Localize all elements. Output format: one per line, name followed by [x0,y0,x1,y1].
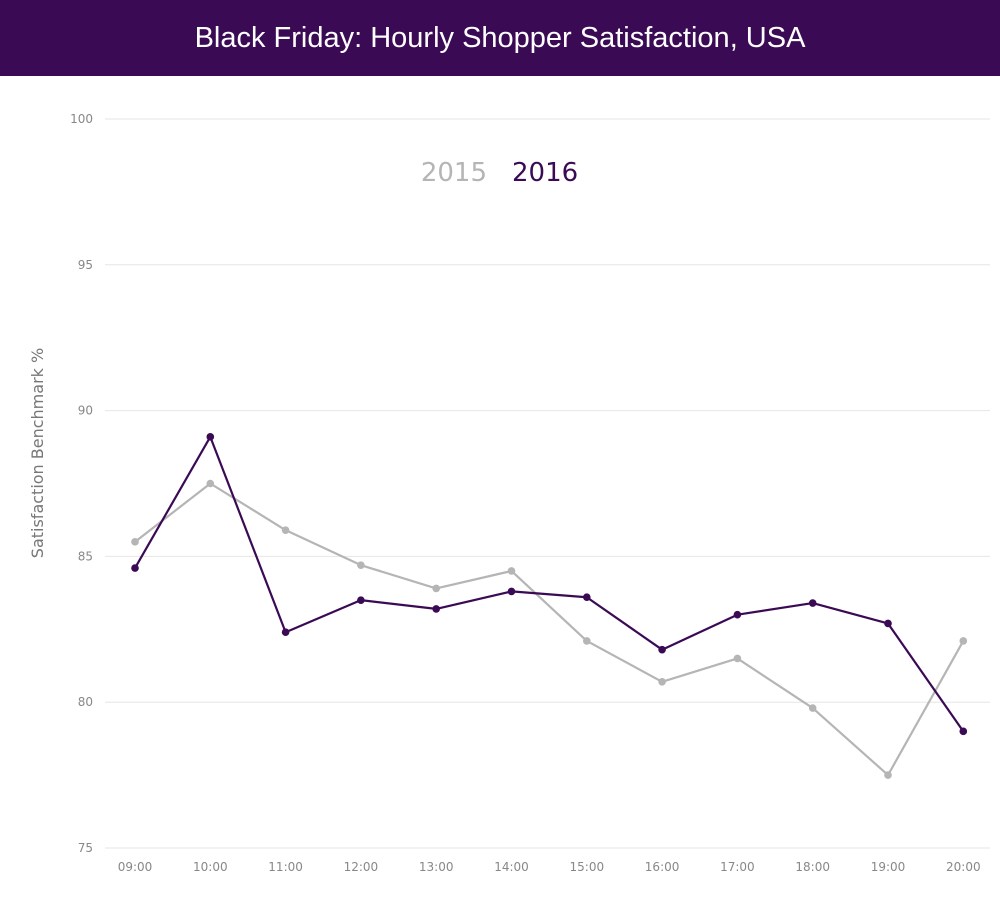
y-axis-ticks: 75 80 85 90 95 100 [70,112,93,855]
data-point-2016[interactable] [884,619,892,628]
data-point-2015[interactable] [281,526,290,534]
y-tick-label: 85 [78,549,93,563]
x-tick-label: 12:00 [344,860,379,874]
y-tick-label: 100 [70,112,93,126]
x-tick-label: 17:00 [720,860,755,874]
chart-area: 75 80 85 90 95 100 09:00 10:00 11:00 12:00 13:00 1… [0,76,1000,900]
data-point-2015[interactable] [507,567,516,575]
data-point-2016[interactable] [357,596,365,604]
y-tick-label: 75 [78,841,93,855]
x-tick-label: 15:00 [570,860,605,874]
data-point-2015[interactable] [432,584,441,593]
y-tick-label: 90 [78,404,93,418]
data-point-2016[interactable] [507,587,516,596]
data-point-2016[interactable] [131,564,139,572]
line-chart: 75 80 85 90 95 100 09:00 10:00 11:00 12:00 13:00 1… [28,112,990,874]
gridlines [105,118,990,849]
series-2016 [131,433,968,736]
x-axis-ticks: 09:00 10:00 11:00 12:00 13:00 14:00 15:00 16:00… [118,860,981,874]
series-line-2016 [134,435,965,732]
data-point-2015[interactable] [357,561,365,569]
data-point-2016[interactable] [808,599,817,607]
x-tick-label: 10:00 [193,860,228,874]
data-point-2016[interactable] [959,727,968,736]
x-tick-label: 14:00 [494,860,529,874]
x-tick-label: 16:00 [645,860,680,874]
data-point-2016[interactable] [733,610,742,619]
legend-item-2016[interactable]: 2016 [512,158,578,188]
data-point-2015[interactable] [733,654,742,663]
title-banner: Black Friday: Hourly Shopper Satisfactio… [0,0,1000,76]
data-point-2015[interactable] [884,771,892,779]
x-tick-label: 18:00 [795,860,830,874]
series-2015 [131,479,968,779]
chart-title: Black Friday: Hourly Shopper Satisfactio… [194,21,806,54]
data-point-2015[interactable] [583,637,591,645]
data-point-2015[interactable] [206,479,215,488]
x-tick-label: 19:00 [871,860,906,874]
data-point-2016[interactable] [583,593,591,602]
data-point-2016[interactable] [281,628,290,637]
x-tick-label: 13:00 [419,860,454,874]
y-axis-label: Satisfaction Benchmark % [28,348,47,558]
y-tick-label: 95 [78,258,93,272]
series-layer [131,433,968,779]
data-point-2015[interactable] [808,704,817,712]
y-tick-label: 80 [78,695,93,709]
series-line-2015 [134,482,965,777]
x-tick-label: 11:00 [268,860,303,874]
legend: 2015 2016 [421,158,578,188]
x-tick-label: 09:00 [118,860,153,874]
data-point-2015[interactable] [131,538,139,546]
x-tick-label: 20:00 [946,860,981,874]
data-point-2016[interactable] [658,645,666,654]
data-point-2015[interactable] [658,677,666,686]
data-point-2016[interactable] [206,433,215,441]
data-point-2016[interactable] [432,605,441,613]
data-point-2015[interactable] [959,637,968,645]
legend-item-2015[interactable]: 2015 [421,158,487,188]
